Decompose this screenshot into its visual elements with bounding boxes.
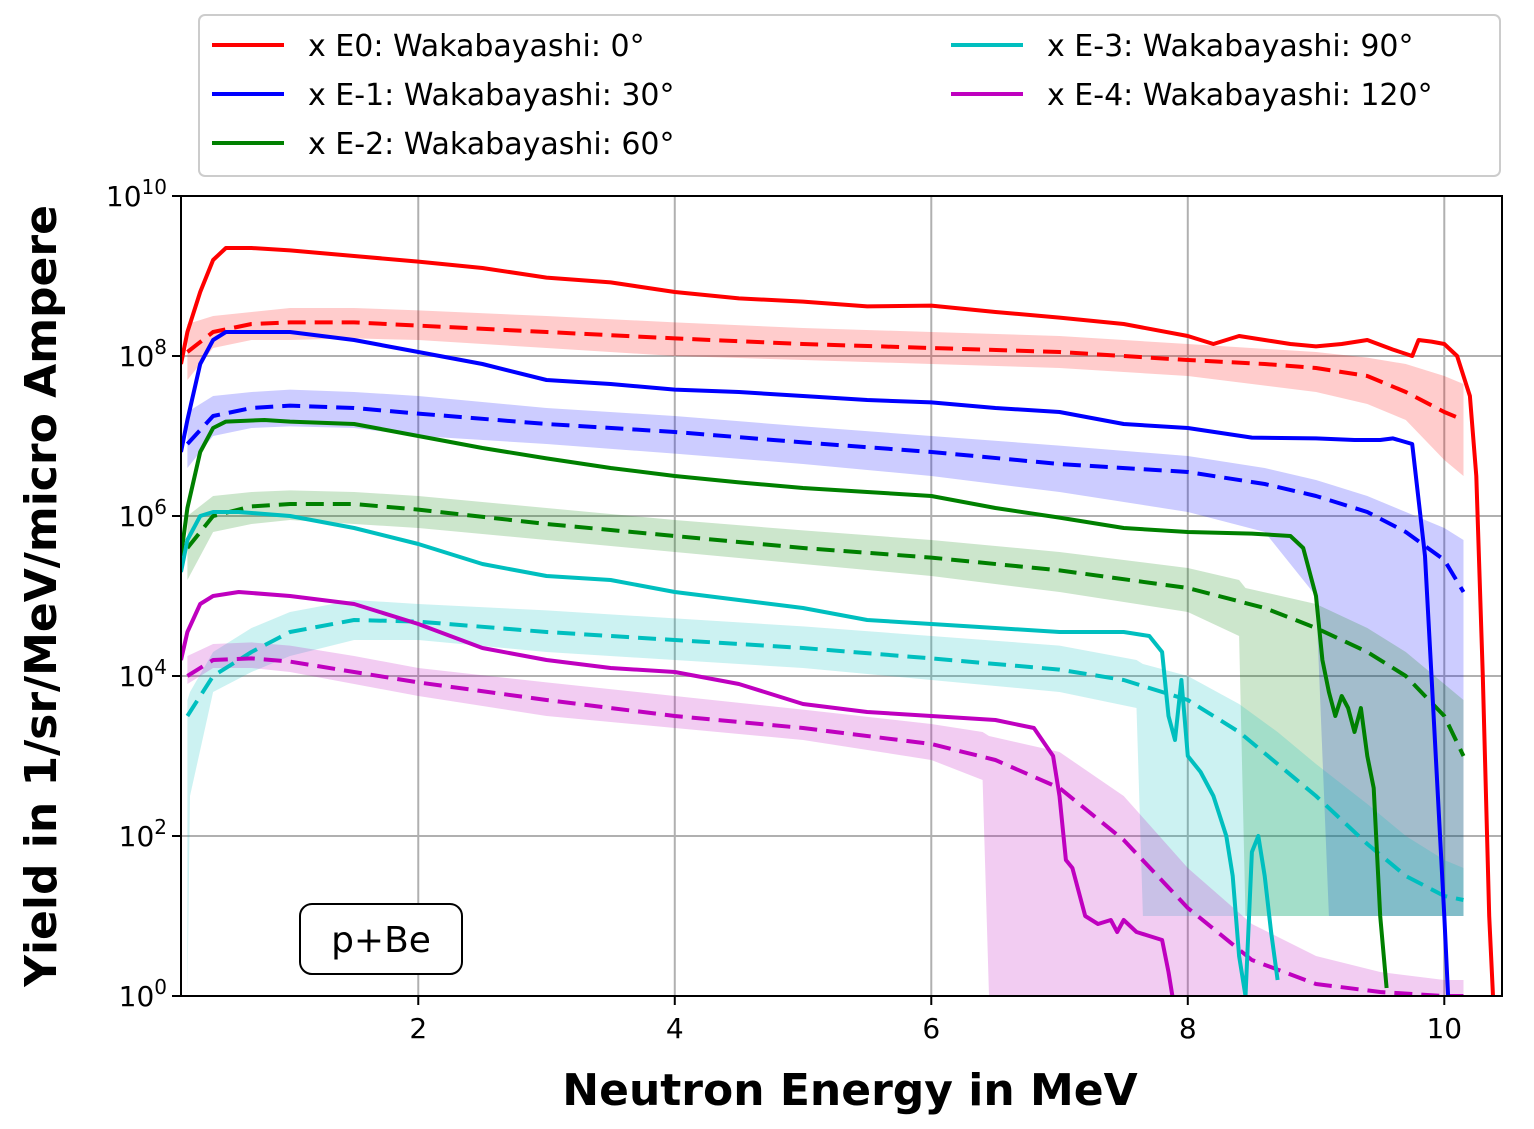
dashed-series-lines	[185, 320, 1466, 996]
series-1-dashed-line	[185, 403, 1466, 594]
series-4-solid-line	[181, 590, 1175, 996]
series-1-solid-line	[181, 330, 1451, 996]
y-axis-ticks: 100 102 104 106 108 1010	[106, 175, 181, 1013]
series-3-dashed-line	[185, 618, 1464, 902]
y-tick-label: 106	[119, 495, 167, 533]
series-2-solid-line	[181, 418, 1389, 989]
y-tick-label: 104	[119, 655, 167, 693]
series-0-dashed-line	[186, 320, 1465, 422]
y-tick-label: 102	[119, 815, 167, 853]
series-3-uncertainty-band	[187, 600, 1464, 996]
legend-item: x E0: Wakabayashi: 0°	[212, 29, 645, 64]
legend-item: x E-1: Wakabayashi: 30°	[212, 78, 675, 113]
y-tick-label: 100	[119, 975, 167, 1013]
x-tick-label: 4	[666, 1012, 684, 1045]
x-tick-label: 2	[409, 1012, 427, 1045]
series-4-uncertainty-band	[187, 642, 1464, 996]
legend-label: x E0: Wakabayashi: 0°	[308, 29, 645, 64]
annotation-box: p+Be	[299, 903, 463, 975]
series-2-uncertainty-band	[187, 490, 1464, 916]
legend-item: x E-3: Wakabayashi: 90°	[951, 29, 1414, 64]
uncertainty-bands	[187, 308, 1464, 996]
annotation-text: p+Be	[331, 920, 431, 961]
legend: x E0: Wakabayashi: 0° x E-1: Wakabayashi:…	[198, 14, 1501, 177]
y-tick-label: 1010	[106, 175, 167, 213]
x-axis-title: Neutron Energy in MeV	[562, 1065, 1137, 1116]
legend-label: x E-4: Wakabayashi: 120°	[1047, 78, 1433, 113]
x-tick-label: 10	[1426, 1012, 1462, 1045]
x-tick-label: 6	[922, 1012, 940, 1045]
y-axis-title: Yield in 1/sr/MeV/micro Ampere	[16, 205, 67, 988]
y-tick-label: 108	[119, 335, 167, 373]
series-0-solid-line	[181, 246, 1495, 996]
series-2-dashed-line	[185, 502, 1466, 757]
plot-frame	[180, 195, 1503, 997]
series-3-solid-line	[181, 510, 1280, 996]
series-1-uncertainty-band	[187, 389, 1464, 917]
series-4-dashed-line	[186, 656, 1464, 996]
legend-label: x E-2: Wakabayashi: 60°	[308, 127, 675, 162]
legend-frame	[198, 14, 1501, 177]
series-0-uncertainty-band	[187, 308, 1464, 476]
x-tick-label: 8	[1179, 1012, 1197, 1045]
legend-item: x E-2: Wakabayashi: 60°	[212, 127, 675, 162]
legend-label: x E-1: Wakabayashi: 30°	[308, 78, 675, 113]
legend-label: x E-3: Wakabayashi: 90°	[1047, 29, 1414, 64]
legend-item: x E-4: Wakabayashi: 120°	[951, 78, 1433, 113]
solid-series-lines	[181, 246, 1495, 996]
x-axis-ticks: 2 4 6 8 10	[409, 996, 1462, 1045]
